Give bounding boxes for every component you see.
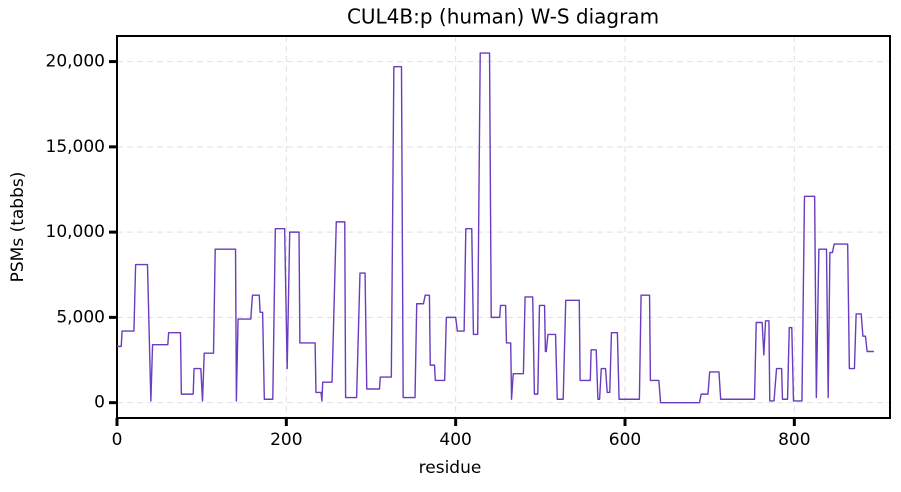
y-axis-label: PSMs (tabbs) xyxy=(8,172,28,283)
x-tick-label: 0 xyxy=(112,430,123,450)
y-tick-label: 5,000 xyxy=(56,307,105,327)
x-axis-label: residue xyxy=(419,458,482,478)
chart-title: CUL4B:p (human) W-S diagram xyxy=(347,5,659,29)
y-tick-label: 10,000 xyxy=(46,222,105,242)
x-tick-label: 600 xyxy=(609,430,641,450)
x-tick-label: 800 xyxy=(778,430,810,450)
y-tick-label: 0 xyxy=(94,393,105,413)
x-tick-label: 200 xyxy=(270,430,302,450)
data-line xyxy=(117,52,874,404)
y-tick-label: 15,000 xyxy=(46,137,105,157)
y-tick-label: 20,000 xyxy=(46,52,105,72)
plot-frame xyxy=(116,35,891,419)
x-tick-label: 400 xyxy=(439,430,471,450)
